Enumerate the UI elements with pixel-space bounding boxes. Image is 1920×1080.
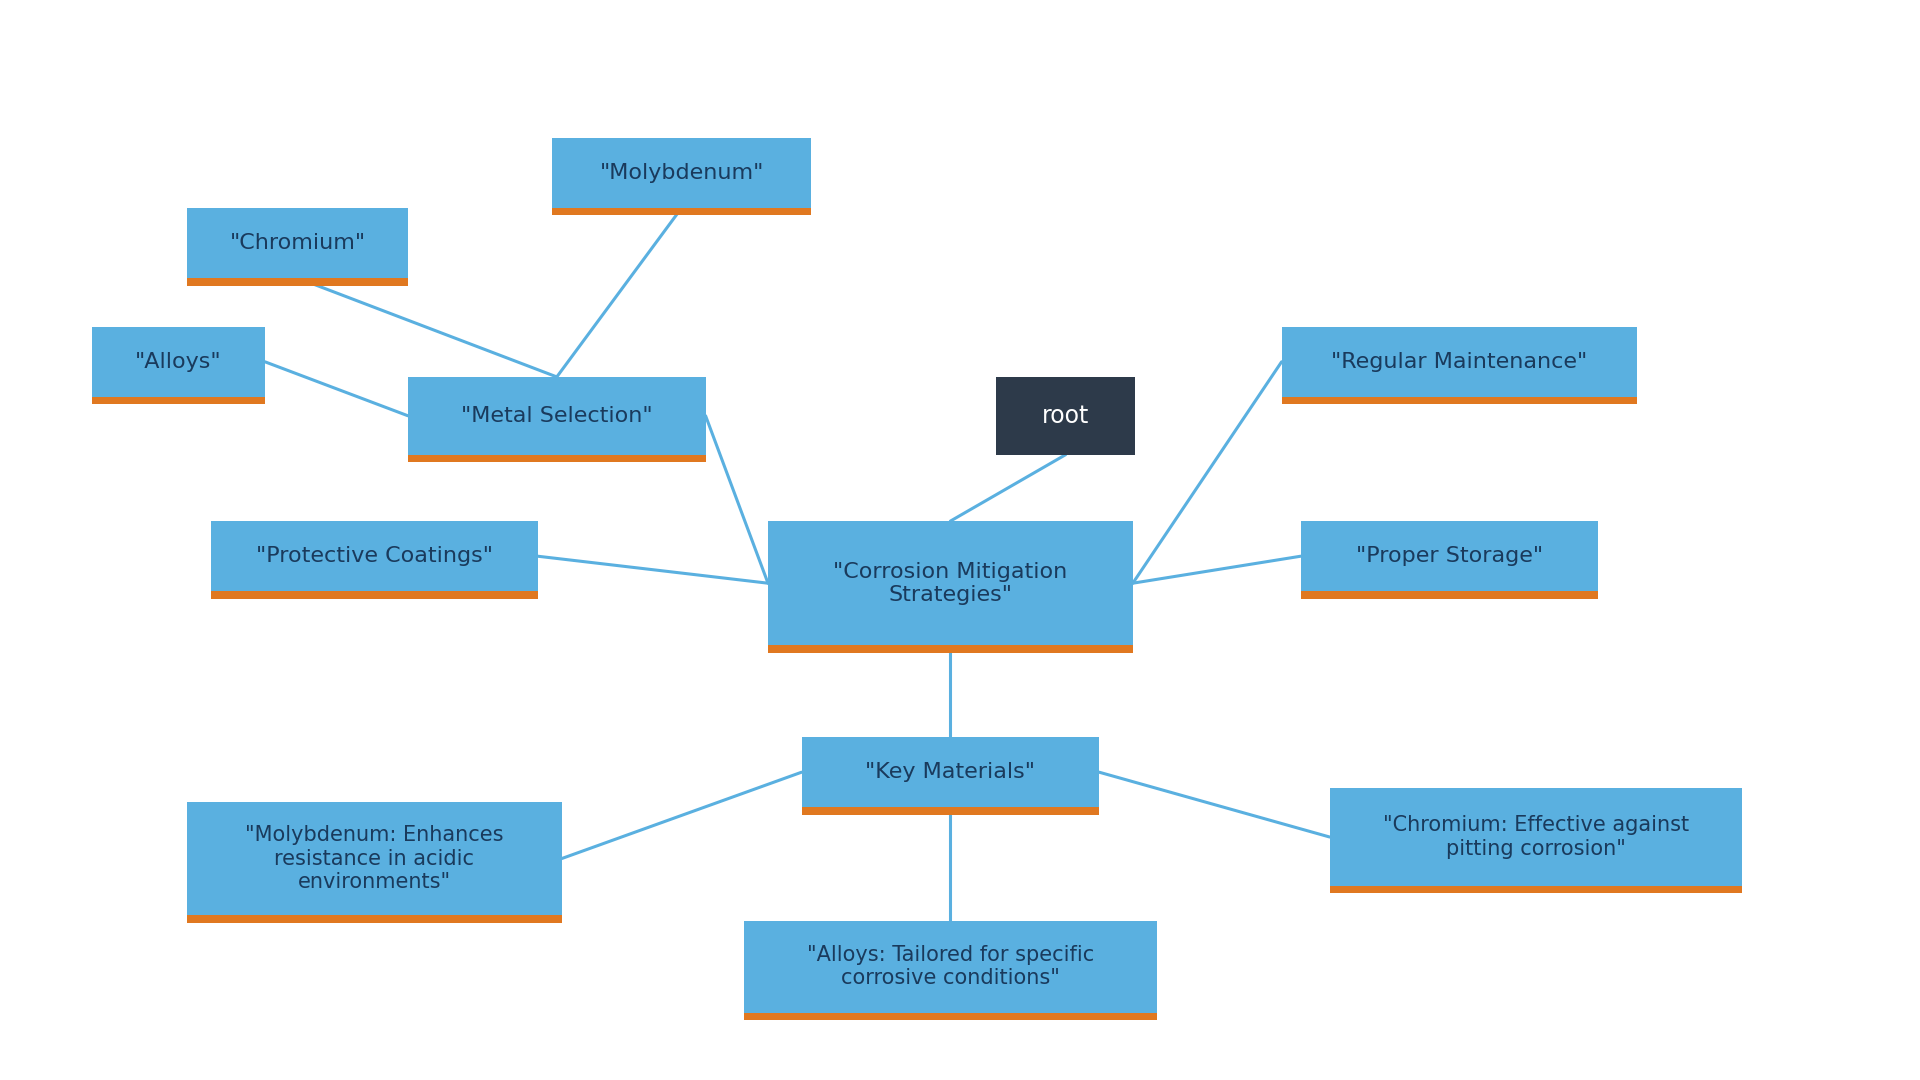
FancyBboxPatch shape xyxy=(1283,396,1636,404)
FancyBboxPatch shape xyxy=(1329,788,1741,886)
FancyBboxPatch shape xyxy=(1283,326,1636,396)
Text: "Alloys: Tailored for specific
corrosive conditions": "Alloys: Tailored for specific corrosive… xyxy=(806,945,1094,988)
FancyBboxPatch shape xyxy=(768,645,1133,652)
Text: root: root xyxy=(1043,404,1089,428)
FancyBboxPatch shape xyxy=(553,137,810,207)
FancyBboxPatch shape xyxy=(188,916,561,922)
Text: "Metal Selection": "Metal Selection" xyxy=(461,406,653,426)
Text: "Chromium": "Chromium" xyxy=(230,233,365,253)
Text: "Proper Storage": "Proper Storage" xyxy=(1356,546,1544,566)
FancyBboxPatch shape xyxy=(801,808,1098,815)
Text: "Chromium: Effective against
pitting corrosion": "Chromium: Effective against pitting cor… xyxy=(1382,815,1690,859)
Text: "Molybdenum: Enhances
resistance in acidic
environments": "Molybdenum: Enhances resistance in acid… xyxy=(246,825,503,892)
Text: "Alloys": "Alloys" xyxy=(134,352,223,372)
FancyBboxPatch shape xyxy=(188,801,561,916)
Text: "Regular Maintenance": "Regular Maintenance" xyxy=(1331,352,1588,372)
FancyBboxPatch shape xyxy=(768,521,1133,645)
FancyBboxPatch shape xyxy=(745,920,1156,1013)
FancyBboxPatch shape xyxy=(407,377,705,455)
Text: "Corrosion Mitigation
Strategies": "Corrosion Mitigation Strategies" xyxy=(833,562,1068,605)
FancyBboxPatch shape xyxy=(211,592,538,598)
FancyBboxPatch shape xyxy=(1329,886,1741,893)
FancyBboxPatch shape xyxy=(745,1013,1156,1020)
FancyBboxPatch shape xyxy=(407,455,705,462)
FancyBboxPatch shape xyxy=(188,278,409,285)
FancyBboxPatch shape xyxy=(801,738,1098,808)
FancyBboxPatch shape xyxy=(1302,521,1597,592)
Text: "Protective Coatings": "Protective Coatings" xyxy=(255,546,493,566)
FancyBboxPatch shape xyxy=(1302,592,1597,598)
Text: "Key Materials": "Key Materials" xyxy=(866,762,1035,782)
FancyBboxPatch shape xyxy=(92,396,265,404)
Text: "Molybdenum": "Molybdenum" xyxy=(599,163,764,183)
FancyBboxPatch shape xyxy=(553,207,810,216)
FancyBboxPatch shape xyxy=(996,377,1135,455)
FancyBboxPatch shape xyxy=(188,207,409,278)
FancyBboxPatch shape xyxy=(92,326,265,396)
FancyBboxPatch shape xyxy=(211,521,538,592)
